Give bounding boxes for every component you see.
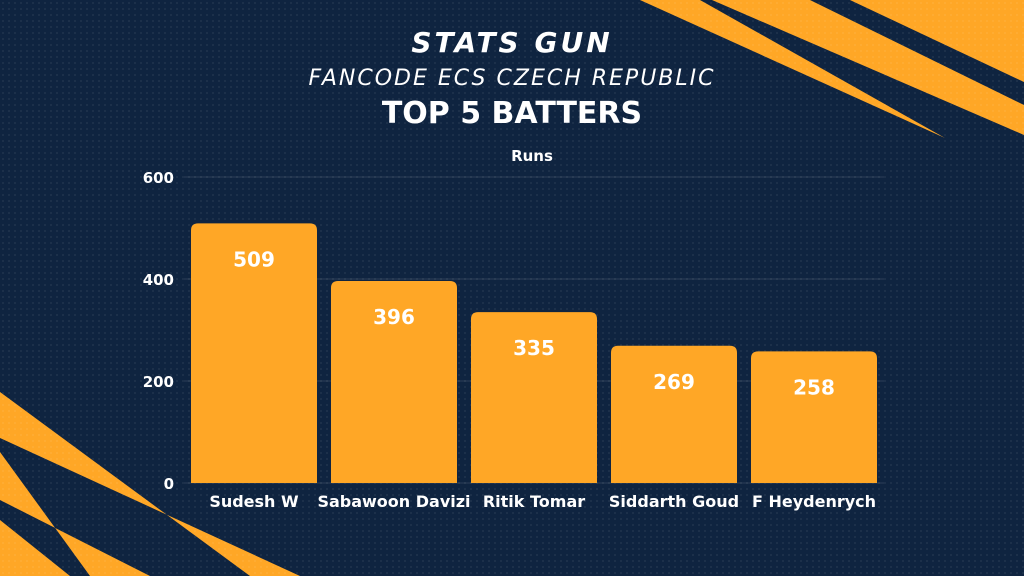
decor-stripe — [712, 0, 1024, 135]
x-tick-label: Sudesh W — [209, 492, 299, 511]
value-label: 269 — [653, 370, 695, 394]
x-tick-label: Ritik Tomar — [483, 492, 585, 511]
y-tick-label: 0 — [164, 475, 174, 493]
x-tick-label: Sabawoon Davizi — [317, 492, 470, 511]
bar — [751, 351, 877, 483]
x-tick-label: Siddarth Goud — [609, 492, 739, 511]
y-tick-label: 400 — [143, 271, 174, 289]
value-label: 335 — [513, 336, 555, 360]
value-labels: 509 396 335 269 258 — [233, 247, 835, 399]
bar — [471, 312, 597, 483]
x-ticks: Sudesh W Sabawoon Davizi Ritik Tomar Siddar… — [209, 492, 876, 511]
value-label: 396 — [373, 305, 415, 329]
decor-stripe — [0, 452, 150, 576]
decor-stripe — [640, 0, 945, 138]
x-tick-label: F Heydenrych — [752, 492, 876, 511]
bar — [611, 345, 737, 483]
bar — [191, 223, 317, 483]
value-label: 509 — [233, 247, 275, 271]
bar — [331, 281, 457, 483]
chart-title: TOP 5 BATTERS — [381, 96, 643, 131]
y-tick-label: 200 — [143, 373, 174, 391]
decor-stripe — [850, 0, 1024, 82]
y-axis-label: Runs — [511, 147, 553, 165]
value-label: 258 — [793, 375, 835, 399]
decor-stripe — [0, 520, 70, 576]
brand-title: STATS GUN — [411, 26, 613, 59]
bars — [191, 223, 877, 483]
brand-subtitle: FANCODE ECS CZECH REPUBLIC — [308, 66, 716, 91]
y-tick-label: 600 — [143, 169, 174, 187]
y-ticks: 0 200 400 600 — [143, 169, 174, 493]
